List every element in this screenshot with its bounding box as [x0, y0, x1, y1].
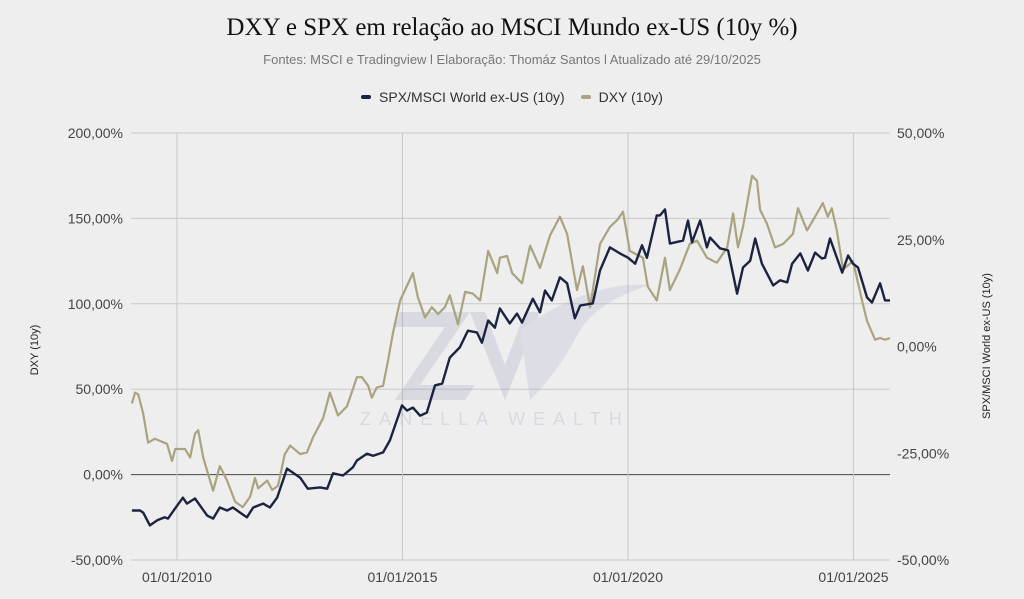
y-right-tick-label: -50,00%: [897, 552, 949, 568]
y-left-tick-label: 0,00%: [83, 467, 123, 483]
y-left-axis-title: DXY (10y): [29, 325, 41, 376]
y-left-tick-label: 200,00%: [68, 125, 123, 141]
y-right-tick-label: -25,00%: [897, 445, 949, 461]
y-left-tick-label: -50,00%: [71, 552, 123, 568]
y-left-tick-label: 150,00%: [68, 210, 123, 226]
legend-swatch-spx: [361, 95, 372, 99]
series-line-dxy: [130, 174, 891, 509]
series-line-spx: [131, 208, 890, 527]
legend: SPX/MSCI World ex-US (10y) DXY (10y): [0, 86, 1024, 105]
y-right-tick-label: 0,00%: [897, 339, 937, 355]
chart-subtitle: Fontes: MSCI e Tradingview l Elaboração:…: [263, 52, 761, 67]
y-right-tick-label: 25,00%: [897, 232, 944, 248]
legend-label-spx: SPX/MSCI World ex-US (10y): [379, 89, 565, 105]
y-left-tick-label: 100,00%: [68, 296, 123, 312]
legend-label-dxy: DXY (10y): [598, 89, 663, 105]
x-tick-label: 01/01/2010: [142, 569, 212, 585]
x-tick-label: 01/01/2020: [593, 569, 663, 585]
y-left-tick-label: 50,00%: [76, 381, 123, 397]
y-right-tick-label: 50,00%: [897, 125, 944, 141]
legend-item-dxy[interactable]: DXY (10y): [580, 89, 663, 105]
y-right-axis-title: SPX/MSCI World ex-US (10y): [981, 273, 993, 419]
chart-title: DXY e SPX em relação ao MSCI Mundo ex-US…: [226, 14, 798, 41]
legend-item-spx[interactable]: SPX/MSCI World ex-US (10y): [361, 89, 565, 105]
x-tick-label: 01/01/2015: [367, 569, 437, 585]
legend-swatch-dxy: [580, 95, 591, 99]
x-tick-label: 01/01/2025: [818, 569, 888, 585]
